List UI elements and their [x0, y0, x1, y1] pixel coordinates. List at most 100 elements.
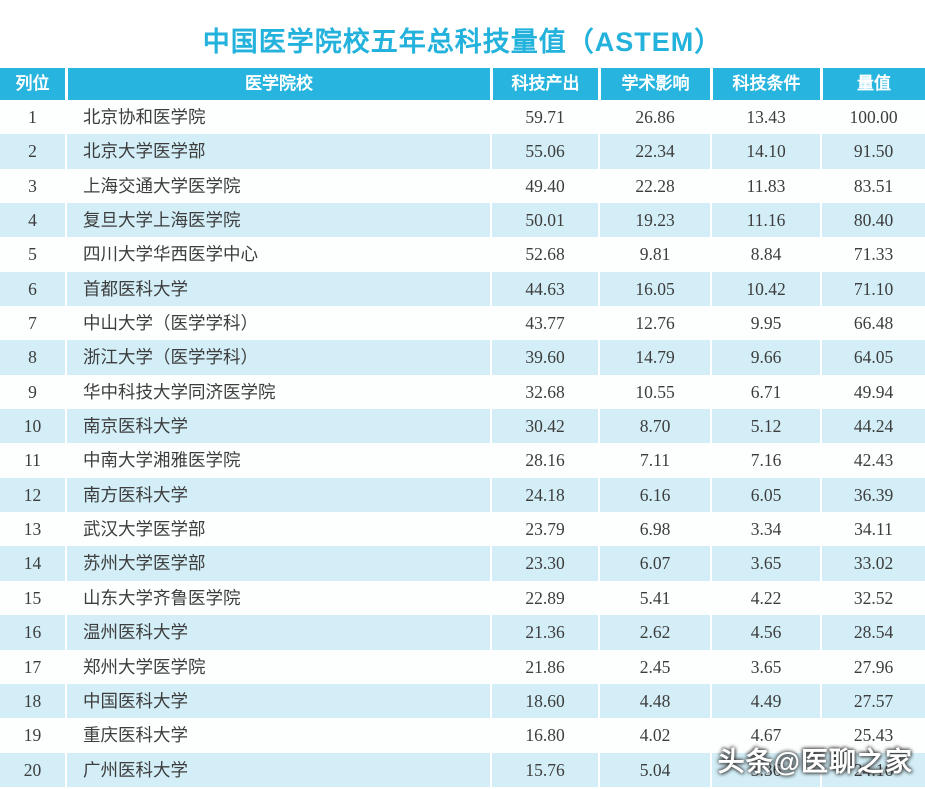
- condition-cell: 9.66: [710, 340, 820, 375]
- rank-cell: 4: [28, 210, 37, 231]
- rank-cell: 14: [23, 553, 42, 574]
- school-cell: 重庆医科大学: [65, 718, 490, 753]
- impact-cell: 8.70: [598, 409, 710, 444]
- rank-cell: 20: [23, 759, 42, 780]
- output-cell: 23.30: [490, 546, 598, 581]
- impact-cell: 16.05: [598, 271, 710, 307]
- rank-cell: 19: [23, 725, 42, 746]
- condition-cell: 11.16: [710, 203, 820, 238]
- condition-cell: 3.65: [710, 546, 820, 581]
- school-cell: 首都医科大学: [65, 271, 490, 307]
- output-cell: 24.18: [490, 477, 598, 513]
- value-cell: 28.54: [820, 615, 925, 650]
- table-row: 12 南方医科大学 24.18 6.16 6.05 36.39: [0, 477, 925, 513]
- impact-cell: 4.48: [598, 683, 710, 719]
- school-cell: 上海交通大学医学院: [65, 168, 490, 204]
- rank-cell: 15: [23, 587, 42, 608]
- table-row: 9 华中科技大学同济医学院 32.68 10.55 6.71 49.94: [0, 374, 925, 410]
- condition-cell: 14.10: [710, 134, 820, 169]
- rank-cell: 16: [23, 622, 42, 643]
- value-cell: 100.00: [820, 100, 925, 135]
- output-cell: 18.60: [490, 683, 598, 719]
- condition-cell: 5.12: [710, 409, 820, 444]
- impact-cell: 22.34: [598, 134, 710, 169]
- rank-cell: 6: [28, 278, 37, 299]
- condition-cell: 10.42: [710, 271, 820, 307]
- table-row: 5 四川大学华西医学中心 52.68 9.81 8.84 71.33: [0, 237, 925, 272]
- table-row: 19 重庆医科大学 16.80 4.02 4.67 25.43: [0, 718, 925, 753]
- school-cell: 苏州大学医学部: [65, 546, 490, 581]
- impact-cell: 2.62: [598, 615, 710, 650]
- value-cell: 66.48: [820, 306, 925, 341]
- value-cell: 42.43: [820, 443, 925, 478]
- output-cell: 44.63: [490, 271, 598, 307]
- value-cell: 80.40: [820, 203, 925, 238]
- condition-cell: 4.56: [710, 615, 820, 650]
- condition-cell: 8.84: [710, 237, 820, 272]
- value-cell: 36.39: [820, 477, 925, 513]
- header-value: 量值: [820, 68, 925, 100]
- impact-cell: 22.28: [598, 168, 710, 204]
- header-impact: 学术影响: [598, 68, 710, 100]
- value-cell: 32.52: [820, 580, 925, 616]
- value-cell: 91.50: [820, 134, 925, 169]
- table-row: 2 北京大学医学部 55.06 22.34 14.10 91.50: [0, 134, 925, 169]
- school-cell: 中南大学湘雅医学院: [65, 443, 490, 478]
- condition-cell: 4.22: [710, 580, 820, 616]
- rank-cell: 18: [23, 690, 42, 711]
- condition-cell: 3.65: [710, 649, 820, 684]
- school-cell: 北京大学医学部: [65, 134, 490, 169]
- table-row: 6 首都医科大学 44.63 16.05 10.42 71.10: [0, 271, 925, 307]
- school-cell: 北京协和医学院: [65, 100, 490, 135]
- output-cell: 21.86: [490, 649, 598, 684]
- rank-cell: 3: [28, 175, 37, 196]
- output-cell: 32.68: [490, 374, 598, 410]
- school-cell: 南方医科大学: [65, 477, 490, 513]
- value-cell: 33.02: [820, 546, 925, 581]
- table-row: 11 中南大学湘雅医学院 28.16 7.11 7.16 42.43: [0, 443, 925, 478]
- output-cell: 23.79: [490, 512, 598, 547]
- condition-cell: 4.67: [710, 718, 820, 753]
- condition-cell: 13.43: [710, 100, 820, 135]
- condition-cell: 6.71: [710, 374, 820, 410]
- value-cell: 49.94: [820, 374, 925, 410]
- value-cell: 44.24: [820, 409, 925, 444]
- value-cell: 27.57: [820, 683, 925, 719]
- output-cell: 16.80: [490, 718, 598, 753]
- school-cell: 广州医科大学: [65, 752, 490, 787]
- impact-cell: 5.04: [598, 752, 710, 787]
- condition-cell: 6.05: [710, 477, 820, 513]
- output-cell: 52.68: [490, 237, 598, 272]
- school-cell: 南京医科大学: [65, 409, 490, 444]
- table-row: 13 武汉大学医学部 23.79 6.98 3.34 34.11: [0, 512, 925, 547]
- table-row: 20 广州医科大学 15.76 5.04 3.36 24.16: [0, 752, 925, 787]
- output-cell: 50.01: [490, 203, 598, 238]
- output-cell: 21.36: [490, 615, 598, 650]
- table-row: 18 中国医科大学 18.60 4.48 4.49 27.57: [0, 683, 925, 719]
- output-cell: 55.06: [490, 134, 598, 169]
- impact-cell: 6.98: [598, 512, 710, 547]
- impact-cell: 5.41: [598, 580, 710, 616]
- rank-cell: 8: [28, 347, 37, 368]
- output-cell: 59.71: [490, 100, 598, 135]
- impact-cell: 6.07: [598, 546, 710, 581]
- impact-cell: 19.23: [598, 203, 710, 238]
- value-cell: 83.51: [820, 168, 925, 204]
- output-cell: 30.42: [490, 409, 598, 444]
- table-row: 10 南京医科大学 30.42 8.70 5.12 44.24: [0, 409, 925, 444]
- header-output: 科技产出: [490, 68, 598, 100]
- condition-cell: 4.49: [710, 683, 820, 719]
- school-cell: 华中科技大学同济医学院: [65, 374, 490, 410]
- value-cell: 71.10: [820, 271, 925, 307]
- school-cell: 浙江大学（医学学科）: [65, 340, 490, 375]
- impact-cell: 14.79: [598, 340, 710, 375]
- table-row: 15 山东大学齐鲁医学院 22.89 5.41 4.22 32.52: [0, 580, 925, 616]
- impact-cell: 12.76: [598, 306, 710, 341]
- value-cell: 64.05: [820, 340, 925, 375]
- page-title: 中国医学院校五年总科技量值（ASTEM）: [202, 27, 723, 57]
- header-rank: 列位: [0, 68, 65, 100]
- school-cell: 中国医科大学: [65, 683, 490, 719]
- impact-cell: 26.86: [598, 100, 710, 135]
- table-row: 1 北京协和医学院 59.71 26.86 13.43 100.00: [0, 100, 925, 135]
- output-cell: 43.77: [490, 306, 598, 341]
